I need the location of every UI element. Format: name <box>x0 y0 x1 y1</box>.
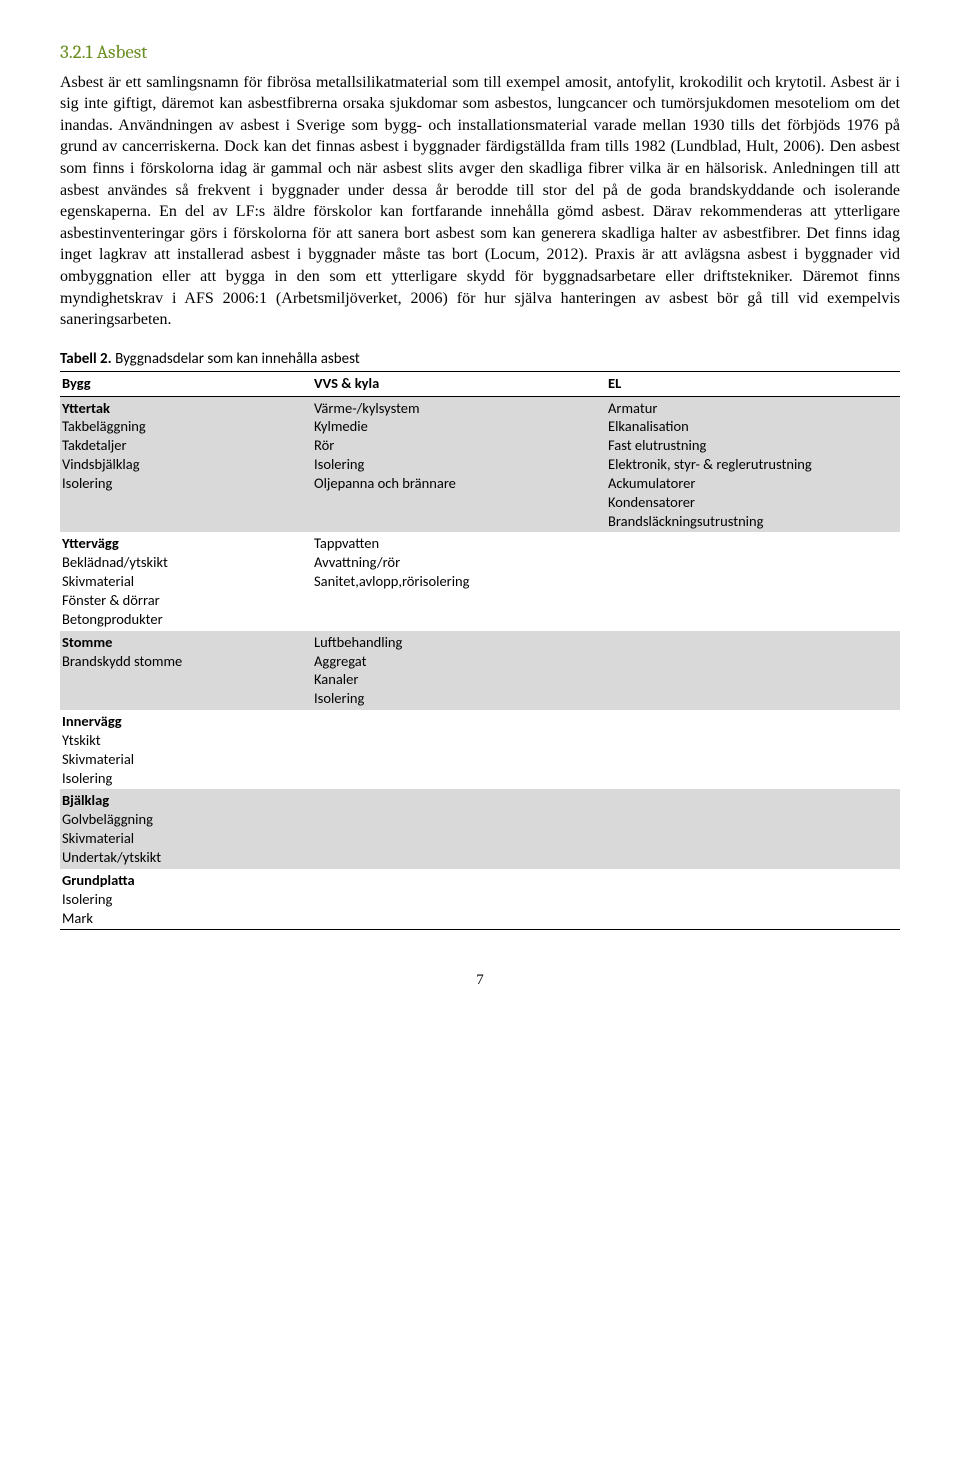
table-caption: Tabell 2. Byggnadsdelar som kan innehåll… <box>60 349 900 369</box>
table-header-row: Bygg VVS & kyla EL <box>60 372 900 397</box>
table-cell <box>606 789 900 868</box>
table-row: StommeBrandskydd stommeLuftbehandlingAgg… <box>60 631 900 710</box>
table-cell: LuftbehandlingAggregatKanalerIsolering <box>312 631 606 710</box>
table-row: BjälklagGolvbeläggningSkivmaterialUndert… <box>60 789 900 868</box>
table-cell <box>606 532 900 630</box>
cell-line: Elkanalisation <box>608 417 892 436</box>
cell-line: Armatur <box>608 399 892 418</box>
asbest-table: Bygg VVS & kyla EL YttertakTakbeläggning… <box>60 371 900 930</box>
cell-line: Kondensatorer <box>608 493 892 512</box>
table-caption-label: Tabell 2. <box>60 350 112 368</box>
cell-line: Isolering <box>62 769 304 788</box>
cell-line: Yttertak <box>62 399 304 418</box>
cell-line: Grundplatta <box>62 871 304 890</box>
cell-line: Isolering <box>62 890 304 909</box>
table-cell: TappvattenAvvattning/rörSanitet,avlopp,r… <box>312 532 606 630</box>
cell-line: Isolering <box>62 474 304 493</box>
cell-line: Takbeläggning <box>62 417 304 436</box>
cell-line: Isolering <box>314 455 598 474</box>
cell-line: Oljepanna och brännare <box>314 474 598 493</box>
cell-line: Luftbehandling <box>314 633 598 652</box>
table-row: GrundplattaIsoleringMark <box>60 869 900 930</box>
cell-line: Mark <box>62 909 304 928</box>
cell-line: Skivmaterial <box>62 572 304 591</box>
cell-line: Skivmaterial <box>62 829 304 848</box>
cell-line: Vindsbjälklag <box>62 455 304 474</box>
table-cell <box>312 789 606 868</box>
table-cell: InnerväggYtskiktSkivmaterialIsolering <box>60 710 312 789</box>
table-row: YttertakTakbeläggningTakdetaljerVindsbjä… <box>60 396 900 532</box>
table-cell: YttertakTakbeläggningTakdetaljerVindsbjä… <box>60 396 312 532</box>
table-header-cell: VVS & kyla <box>312 372 606 397</box>
table-row: YtterväggBeklädnad/ytskiktSkivmaterialFö… <box>60 532 900 630</box>
table-cell: ArmaturElkanalisationFast elutrustningEl… <box>606 396 900 532</box>
cell-line: Rör <box>314 436 598 455</box>
table-cell: YtterväggBeklädnad/ytskiktSkivmaterialFö… <box>60 532 312 630</box>
cell-line: Golvbeläggning <box>62 810 304 829</box>
table-row: InnerväggYtskiktSkivmaterialIsolering <box>60 710 900 789</box>
cell-line: Kanaler <box>314 670 598 689</box>
table-header-cell: EL <box>606 372 900 397</box>
cell-line: Brandskydd stomme <box>62 652 304 671</box>
cell-line: Innervägg <box>62 712 304 731</box>
cell-line: Takdetaljer <box>62 436 304 455</box>
body-paragraph: Asbest är ett samlingsnamn för fibrösa m… <box>60 72 900 331</box>
cell-line: Stomme <box>62 633 304 652</box>
cell-line: Värme-/kylsystem <box>314 399 598 418</box>
table-cell: Värme-/kylsystemKylmedieRörIsoleringOlje… <box>312 396 606 532</box>
cell-line: Skivmaterial <box>62 750 304 769</box>
table-cell <box>606 710 900 789</box>
cell-line: Fast elutrustning <box>608 436 892 455</box>
cell-line: Kylmedie <box>314 417 598 436</box>
cell-line: Undertak/ytskikt <box>62 848 304 867</box>
cell-line: Ytskikt <box>62 731 304 750</box>
cell-line: Ackumulatorer <box>608 474 892 493</box>
page-number: 7 <box>60 970 900 990</box>
table-cell <box>312 710 606 789</box>
cell-line: Elektronik, styr- & reglerutrustning <box>608 455 892 474</box>
cell-line: Avvattning/rör <box>314 553 598 572</box>
section-heading: 3.2.1 Asbest <box>60 40 900 66</box>
cell-line: Aggregat <box>314 652 598 671</box>
cell-line: Bjälklag <box>62 791 304 810</box>
cell-line: Brandsläckningsutrustning <box>608 512 892 531</box>
table-caption-text: Byggnadsdelar som kan innehålla asbest <box>112 350 360 368</box>
table-cell: StommeBrandskydd stomme <box>60 631 312 710</box>
table-cell: BjälklagGolvbeläggningSkivmaterialUndert… <box>60 789 312 868</box>
table-cell <box>606 631 900 710</box>
cell-line: Fönster & dörrar <box>62 591 304 610</box>
cell-line: Sanitet,avlopp,rörisolering <box>314 572 598 591</box>
cell-line: Yttervägg <box>62 534 304 553</box>
cell-line: Tappvatten <box>314 534 598 553</box>
table-cell <box>606 869 900 930</box>
table-cell <box>312 869 606 930</box>
table-header-cell: Bygg <box>60 372 312 397</box>
cell-line: Betongprodukter <box>62 610 304 629</box>
cell-line: Beklädnad/ytskikt <box>62 553 304 572</box>
cell-line: Isolering <box>314 689 598 708</box>
table-cell: GrundplattaIsoleringMark <box>60 869 312 930</box>
